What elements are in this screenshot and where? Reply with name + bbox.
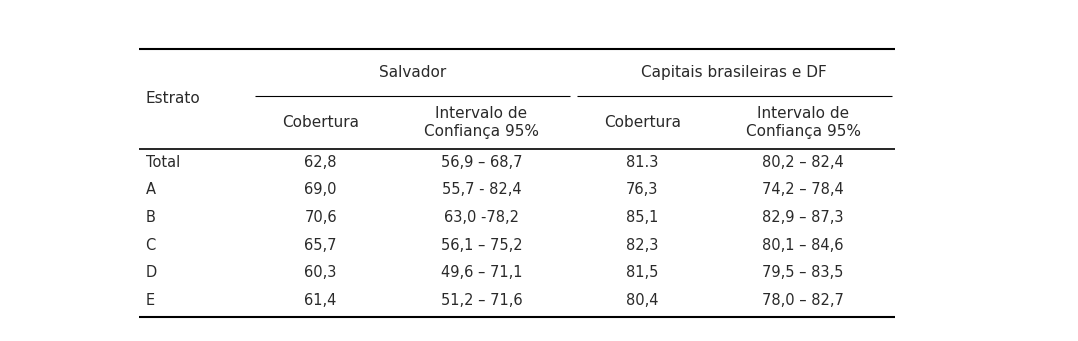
Text: 85,1: 85,1 (626, 210, 659, 225)
Text: 49,6 – 71,1: 49,6 – 71,1 (441, 265, 522, 280)
Text: 74,2 – 78,4: 74,2 – 78,4 (762, 182, 844, 197)
Text: Estrato: Estrato (146, 91, 201, 106)
Text: C: C (146, 238, 156, 253)
Text: 55,7 - 82,4: 55,7 - 82,4 (442, 182, 522, 197)
Text: 76,3: 76,3 (626, 182, 659, 197)
Text: B: B (146, 210, 155, 225)
Text: 56,9 – 68,7: 56,9 – 68,7 (441, 155, 522, 170)
Text: Intervalo de
Confiança 95%: Intervalo de Confiança 95% (746, 106, 860, 139)
Text: 80,4: 80,4 (626, 293, 659, 308)
Text: 69,0: 69,0 (304, 182, 337, 197)
Text: 81,5: 81,5 (626, 265, 659, 280)
Text: Total: Total (146, 155, 180, 170)
Text: Salvador: Salvador (378, 65, 446, 80)
Text: Cobertura: Cobertura (282, 115, 359, 130)
Text: D: D (146, 265, 157, 280)
Text: 63,0 -78,2: 63,0 -78,2 (444, 210, 519, 225)
Text: Cobertura: Cobertura (604, 115, 681, 130)
Text: 81.3: 81.3 (626, 155, 659, 170)
Text: 80,1 – 84,6: 80,1 – 84,6 (762, 238, 844, 253)
Text: 56,1 – 75,2: 56,1 – 75,2 (441, 238, 522, 253)
Text: 82,9 – 87,3: 82,9 – 87,3 (762, 210, 844, 225)
Text: 70,6: 70,6 (304, 210, 337, 225)
Text: 51,2 – 71,6: 51,2 – 71,6 (441, 293, 522, 308)
Text: 79,5 – 83,5: 79,5 – 83,5 (762, 265, 844, 280)
Text: A: A (146, 182, 155, 197)
Text: 78,0 – 82,7: 78,0 – 82,7 (762, 293, 844, 308)
Text: 62,8: 62,8 (304, 155, 337, 170)
Text: Intervalo de
Confiança 95%: Intervalo de Confiança 95% (424, 106, 539, 139)
Text: 80,2 – 82,4: 80,2 – 82,4 (762, 155, 844, 170)
Text: E: E (146, 293, 155, 308)
Text: 60,3: 60,3 (304, 265, 336, 280)
Text: 65,7: 65,7 (304, 238, 337, 253)
Text: 82,3: 82,3 (626, 238, 659, 253)
Text: Capitais brasileiras e DF: Capitais brasileiras e DF (641, 65, 827, 80)
Text: 61,4: 61,4 (304, 293, 336, 308)
